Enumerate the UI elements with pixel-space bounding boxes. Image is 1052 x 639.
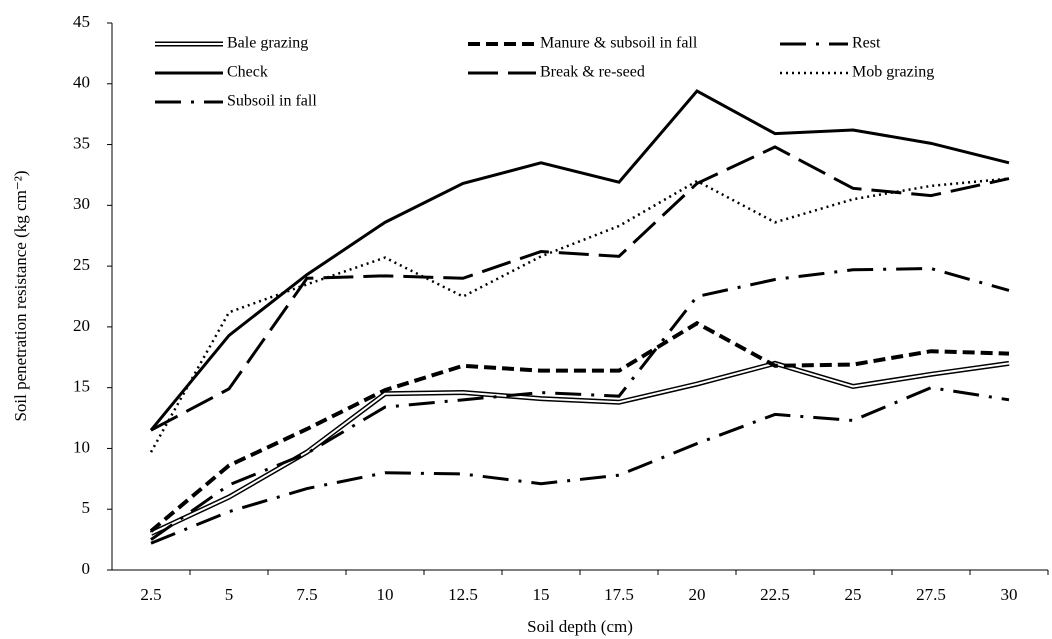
x-tick-label: 27.5 xyxy=(916,585,946,604)
y-tick-label: 40 xyxy=(73,73,90,92)
x-tick-label: 22.5 xyxy=(760,585,790,604)
x-axis-label: Soil depth (cm) xyxy=(527,617,633,636)
series-line xyxy=(149,177,1010,453)
legend-label: Rest xyxy=(852,35,881,52)
legend-label: Mob grazing xyxy=(852,64,934,81)
y-axis-label: Soil penetration resistance (kg cm⁻²) xyxy=(11,170,30,421)
y-tick-label: 0 xyxy=(82,559,91,578)
y-tick-label: 35 xyxy=(73,133,90,152)
x-tick-label: 20 xyxy=(689,585,706,604)
x-tick-label: 17.5 xyxy=(604,585,634,604)
series-line xyxy=(149,320,1010,533)
series-line xyxy=(150,267,1010,541)
y-tick-label: 15 xyxy=(73,377,90,396)
x-tick-label: 25 xyxy=(845,585,862,604)
y-tick-label: 5 xyxy=(82,498,91,517)
legend-label: Break & re-seed xyxy=(540,64,645,81)
y-tick-label: 10 xyxy=(73,437,90,456)
y-tick-label: 45 xyxy=(73,12,90,31)
x-tick-label: 30 xyxy=(1001,585,1018,604)
series-line xyxy=(150,145,1010,432)
x-tick-label: 2.5 xyxy=(140,585,161,604)
series-line xyxy=(149,360,1010,536)
x-tick-label: 5 xyxy=(225,585,234,604)
y-tick-label: 25 xyxy=(73,255,90,274)
series-line xyxy=(150,386,1010,545)
y-tick-label: 20 xyxy=(73,316,90,335)
x-tick-label: 7.5 xyxy=(296,585,317,604)
legend-label: Manure & subsoil in fall xyxy=(540,35,698,52)
series-line xyxy=(149,89,1010,432)
series-line-inner xyxy=(150,362,1010,535)
y-tick-label: 30 xyxy=(73,194,90,213)
legend-label: Check xyxy=(227,64,268,81)
x-tick-label: 10 xyxy=(377,585,394,604)
legend: Bale grazing Manure & subsoil in fall Rest… xyxy=(155,35,934,110)
legend-label: Subsoil in fall xyxy=(227,93,317,110)
legend-label: Bale grazing xyxy=(227,35,308,52)
x-tick-label: 15 xyxy=(533,585,550,604)
x-tick-label: 12.5 xyxy=(448,585,478,604)
